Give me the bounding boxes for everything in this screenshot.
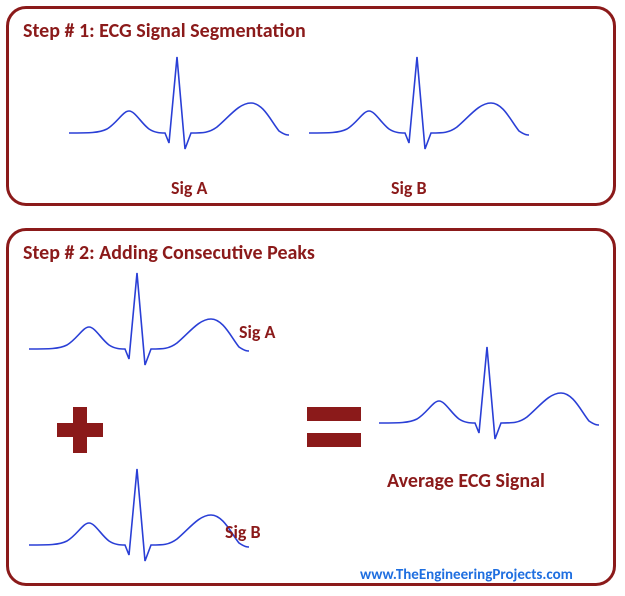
panel-step2: Step # 2: Adding Consecutive Peaks Sig A S… <box>6 228 616 586</box>
equals-icon <box>307 407 361 447</box>
signal-label: Sig B <box>391 177 427 199</box>
signal-label: Sig A <box>171 177 207 199</box>
watermark-link: www.TheEngineeringProjects.com <box>360 566 573 584</box>
panel-step1: Step # 1: ECG Signal Segmentation Sig A Si… <box>6 6 616 206</box>
ecg-waveform <box>69 51 289 171</box>
panel1-title: Step # 1: ECG Signal Segmentation <box>23 19 306 43</box>
ecg-waveform <box>309 51 529 171</box>
signal-label: Sig A <box>239 321 275 343</box>
signal-label: Sig B <box>225 521 261 543</box>
ecg-waveform <box>29 463 249 583</box>
ecg-waveform <box>29 267 249 387</box>
ecg-waveform <box>379 341 599 461</box>
plus-icon <box>57 407 103 453</box>
panel2-title: Step # 2: Adding Consecutive Peaks <box>23 241 315 265</box>
average-signal-label: Average ECG Signal <box>387 469 545 493</box>
